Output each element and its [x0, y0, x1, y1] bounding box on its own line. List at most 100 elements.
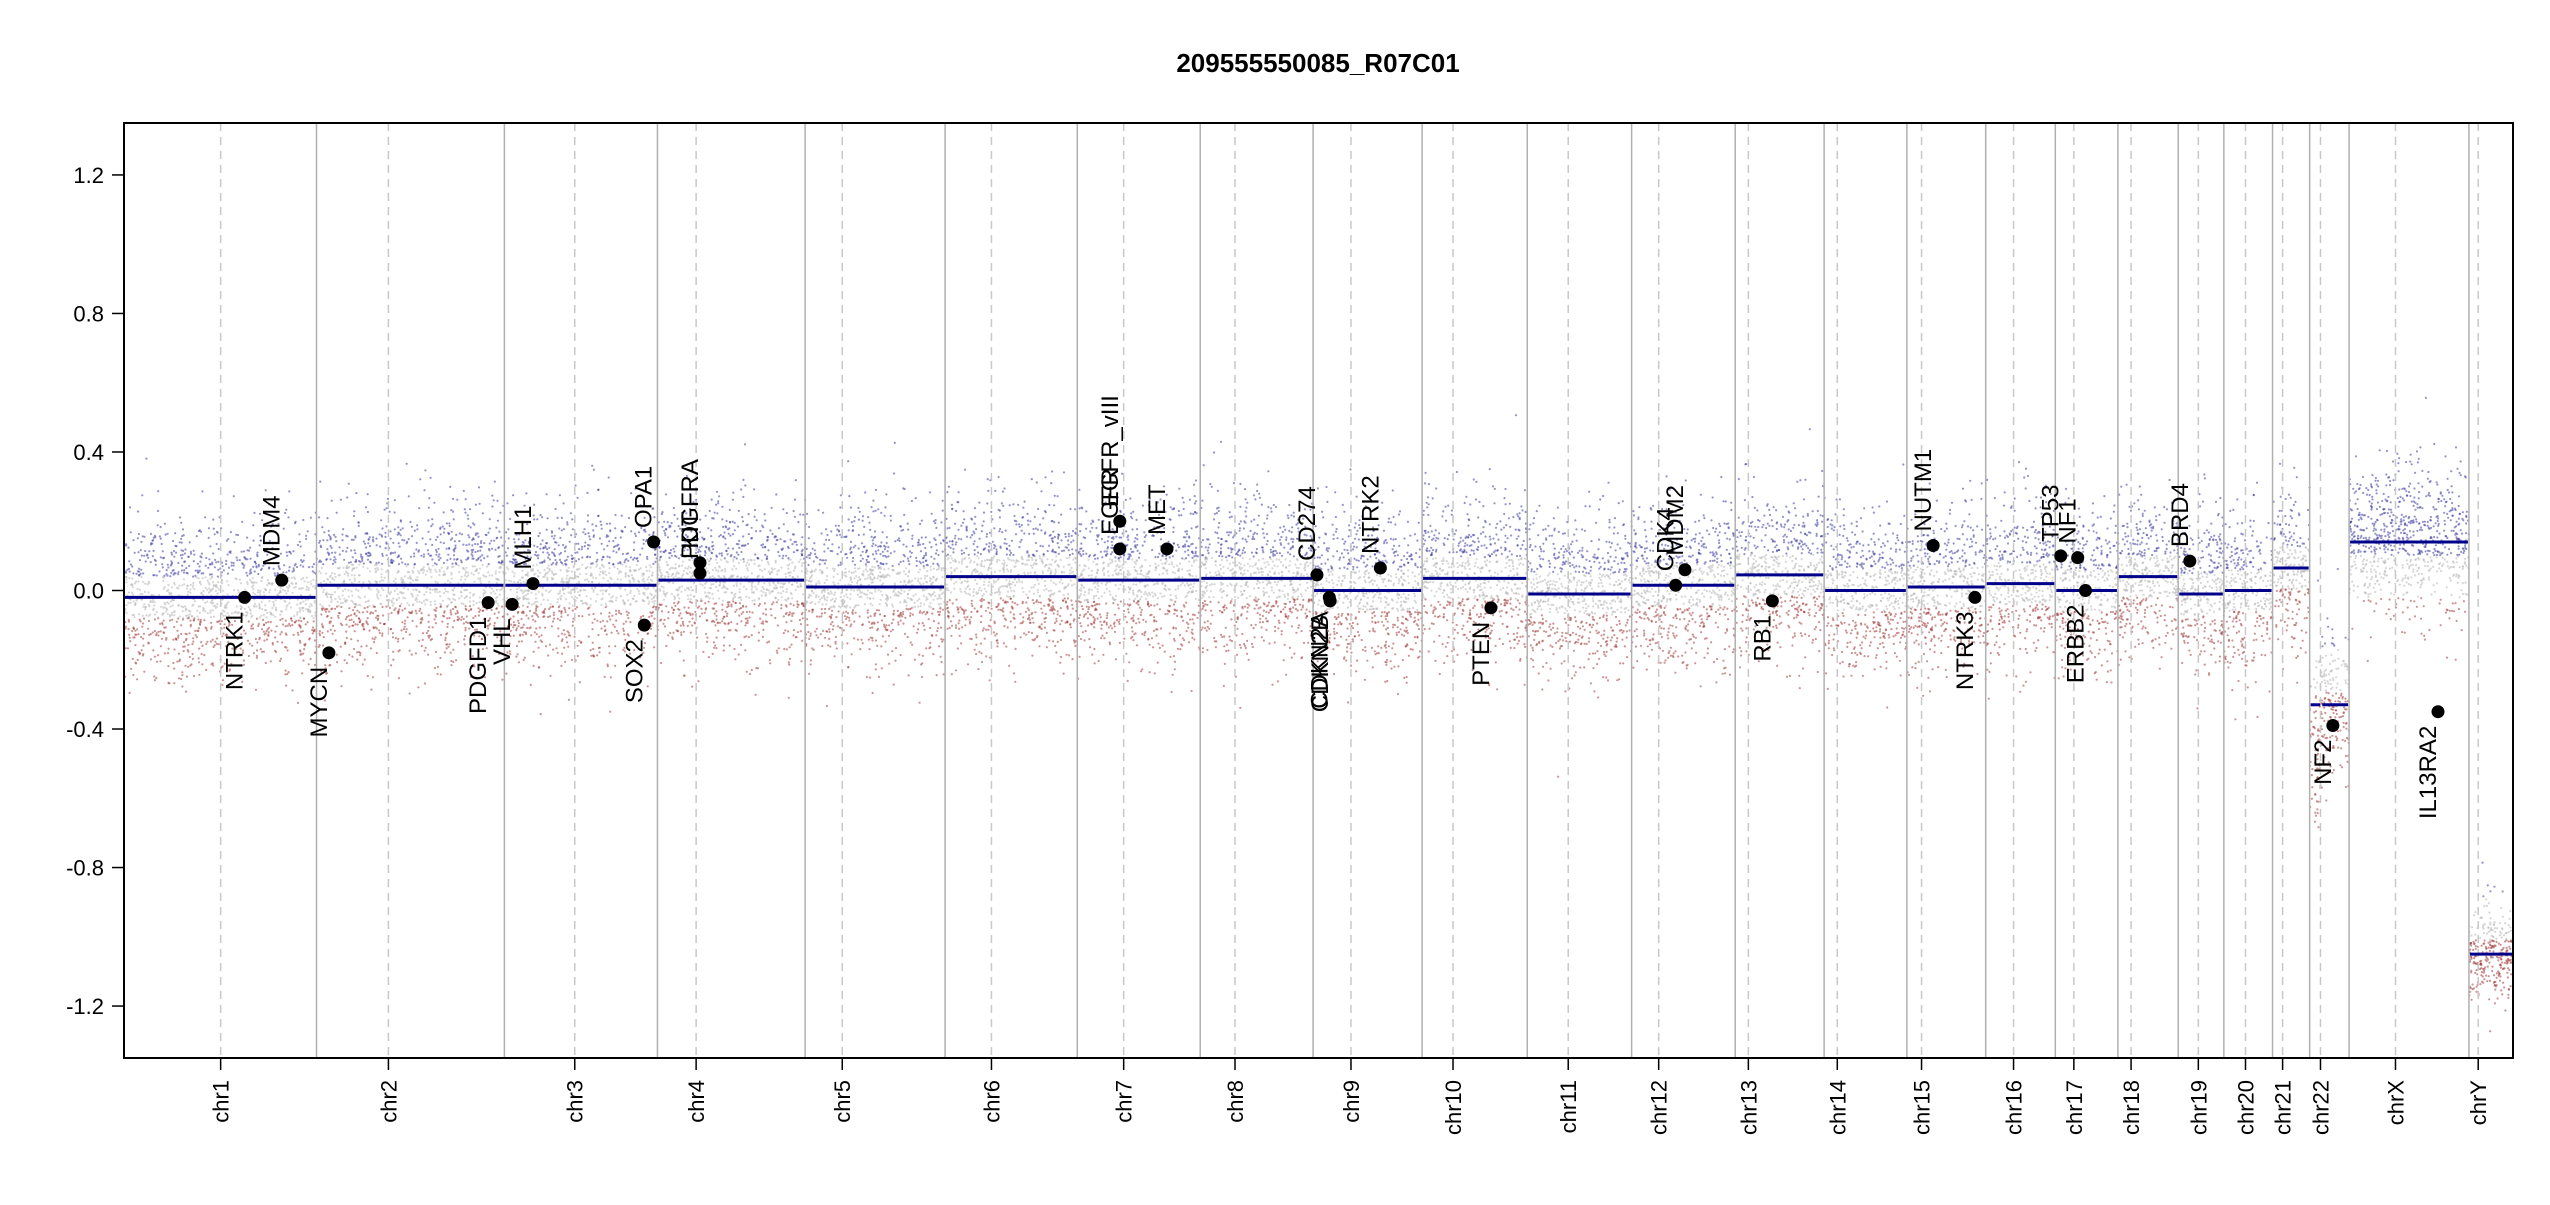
- probe-point: [851, 556, 855, 560]
- probe-point: [381, 634, 384, 637]
- probe-point: [810, 574, 814, 577]
- probe-point: [161, 550, 164, 553]
- probe-point: [249, 570, 252, 573]
- probe-point: [365, 546, 368, 549]
- probe-point: [266, 579, 269, 582]
- probe-point: [941, 576, 944, 579]
- probe-point: [383, 576, 386, 579]
- probe-point: [398, 608, 401, 611]
- probe-point: [486, 555, 489, 558]
- probe-point: [671, 573, 674, 576]
- probe-point: [765, 558, 768, 561]
- probe-point: [722, 649, 725, 652]
- probe-point: [563, 546, 567, 550]
- probe-point: [207, 527, 210, 530]
- probe-point: [614, 513, 617, 517]
- probe-point: [141, 592, 144, 596]
- probe-point: [496, 602, 499, 605]
- probe-point: [678, 565, 681, 568]
- probe-point: [643, 586, 646, 590]
- probe-point: [196, 609, 199, 612]
- probe-point: [182, 578, 185, 581]
- probe-point: [297, 633, 300, 637]
- probe-point: [691, 685, 694, 688]
- probe-point: [650, 614, 653, 618]
- probe-point: [560, 615, 563, 618]
- probe-point: [348, 607, 351, 610]
- probe-point: [595, 524, 598, 528]
- probe-point: [676, 594, 679, 597]
- probe-point: [870, 506, 873, 509]
- probe-point: [513, 581, 516, 584]
- probe-point: [564, 611, 567, 614]
- probe-point: [410, 535, 414, 538]
- probe-point: [235, 605, 238, 608]
- probe-point: [197, 661, 201, 664]
- probe-point: [362, 625, 365, 628]
- probe-point: [331, 562, 335, 566]
- probe-point: [535, 609, 538, 612]
- probe-point: [784, 572, 787, 576]
- probe-point: [135, 662, 138, 665]
- probe-point: [488, 527, 491, 530]
- probe-point: [553, 554, 557, 558]
- probe-point: [614, 545, 617, 548]
- probe-point: [451, 510, 455, 513]
- probe-point: [667, 634, 670, 637]
- probe-point: [198, 611, 201, 615]
- probe-point: [553, 548, 556, 551]
- probe-point: [180, 521, 183, 524]
- probe-point: [682, 630, 686, 633]
- probe-point: [544, 589, 548, 592]
- probe-point: [481, 609, 484, 613]
- probe-point: [471, 544, 474, 547]
- probe-point: [555, 572, 558, 575]
- probe-point: [252, 591, 255, 594]
- probe-point: [567, 698, 571, 701]
- probe-point: [505, 531, 508, 534]
- probe-point: [605, 522, 609, 525]
- probe-point: [149, 599, 152, 602]
- probe-point: [375, 616, 378, 619]
- probe-point: [787, 547, 790, 550]
- probe-point: [149, 561, 152, 564]
- probe-point: [355, 560, 358, 563]
- probe-point: [369, 647, 373, 650]
- probe-point: [381, 605, 384, 609]
- probe-point: [180, 537, 183, 541]
- probe-point: [853, 567, 857, 570]
- probe-point: [782, 523, 785, 526]
- probe-point: [272, 614, 275, 617]
- probe-point: [384, 547, 387, 550]
- probe-point: [223, 623, 226, 626]
- probe-point: [696, 636, 699, 639]
- probe-point: [815, 627, 818, 630]
- probe-point: [606, 544, 609, 547]
- probe-point: [434, 590, 437, 594]
- probe-point: [429, 538, 432, 541]
- probe-point: [826, 566, 829, 570]
- probe-point: [287, 576, 290, 580]
- probe-point: [132, 600, 135, 603]
- probe-point: [490, 539, 493, 542]
- probe-point: [767, 549, 770, 552]
- probe-point: [750, 668, 753, 672]
- probe-point: [312, 617, 315, 620]
- probe-point: [620, 612, 623, 616]
- probe-point: [705, 581, 708, 584]
- probe-point: [611, 614, 614, 617]
- probe-point: [546, 576, 549, 580]
- probe-point: [542, 551, 545, 554]
- probe-point: [222, 632, 225, 635]
- probe-point: [264, 604, 267, 607]
- probe-point: [552, 648, 555, 651]
- probe-point: [798, 560, 801, 563]
- probe-point: [257, 589, 260, 592]
- probe-point: [525, 573, 528, 576]
- probe-point: [547, 556, 550, 559]
- probe-point: [259, 534, 262, 538]
- probe-point: [180, 541, 183, 544]
- probe-point: [167, 665, 170, 668]
- probe-point: [671, 637, 674, 641]
- probe-point: [537, 569, 540, 572]
